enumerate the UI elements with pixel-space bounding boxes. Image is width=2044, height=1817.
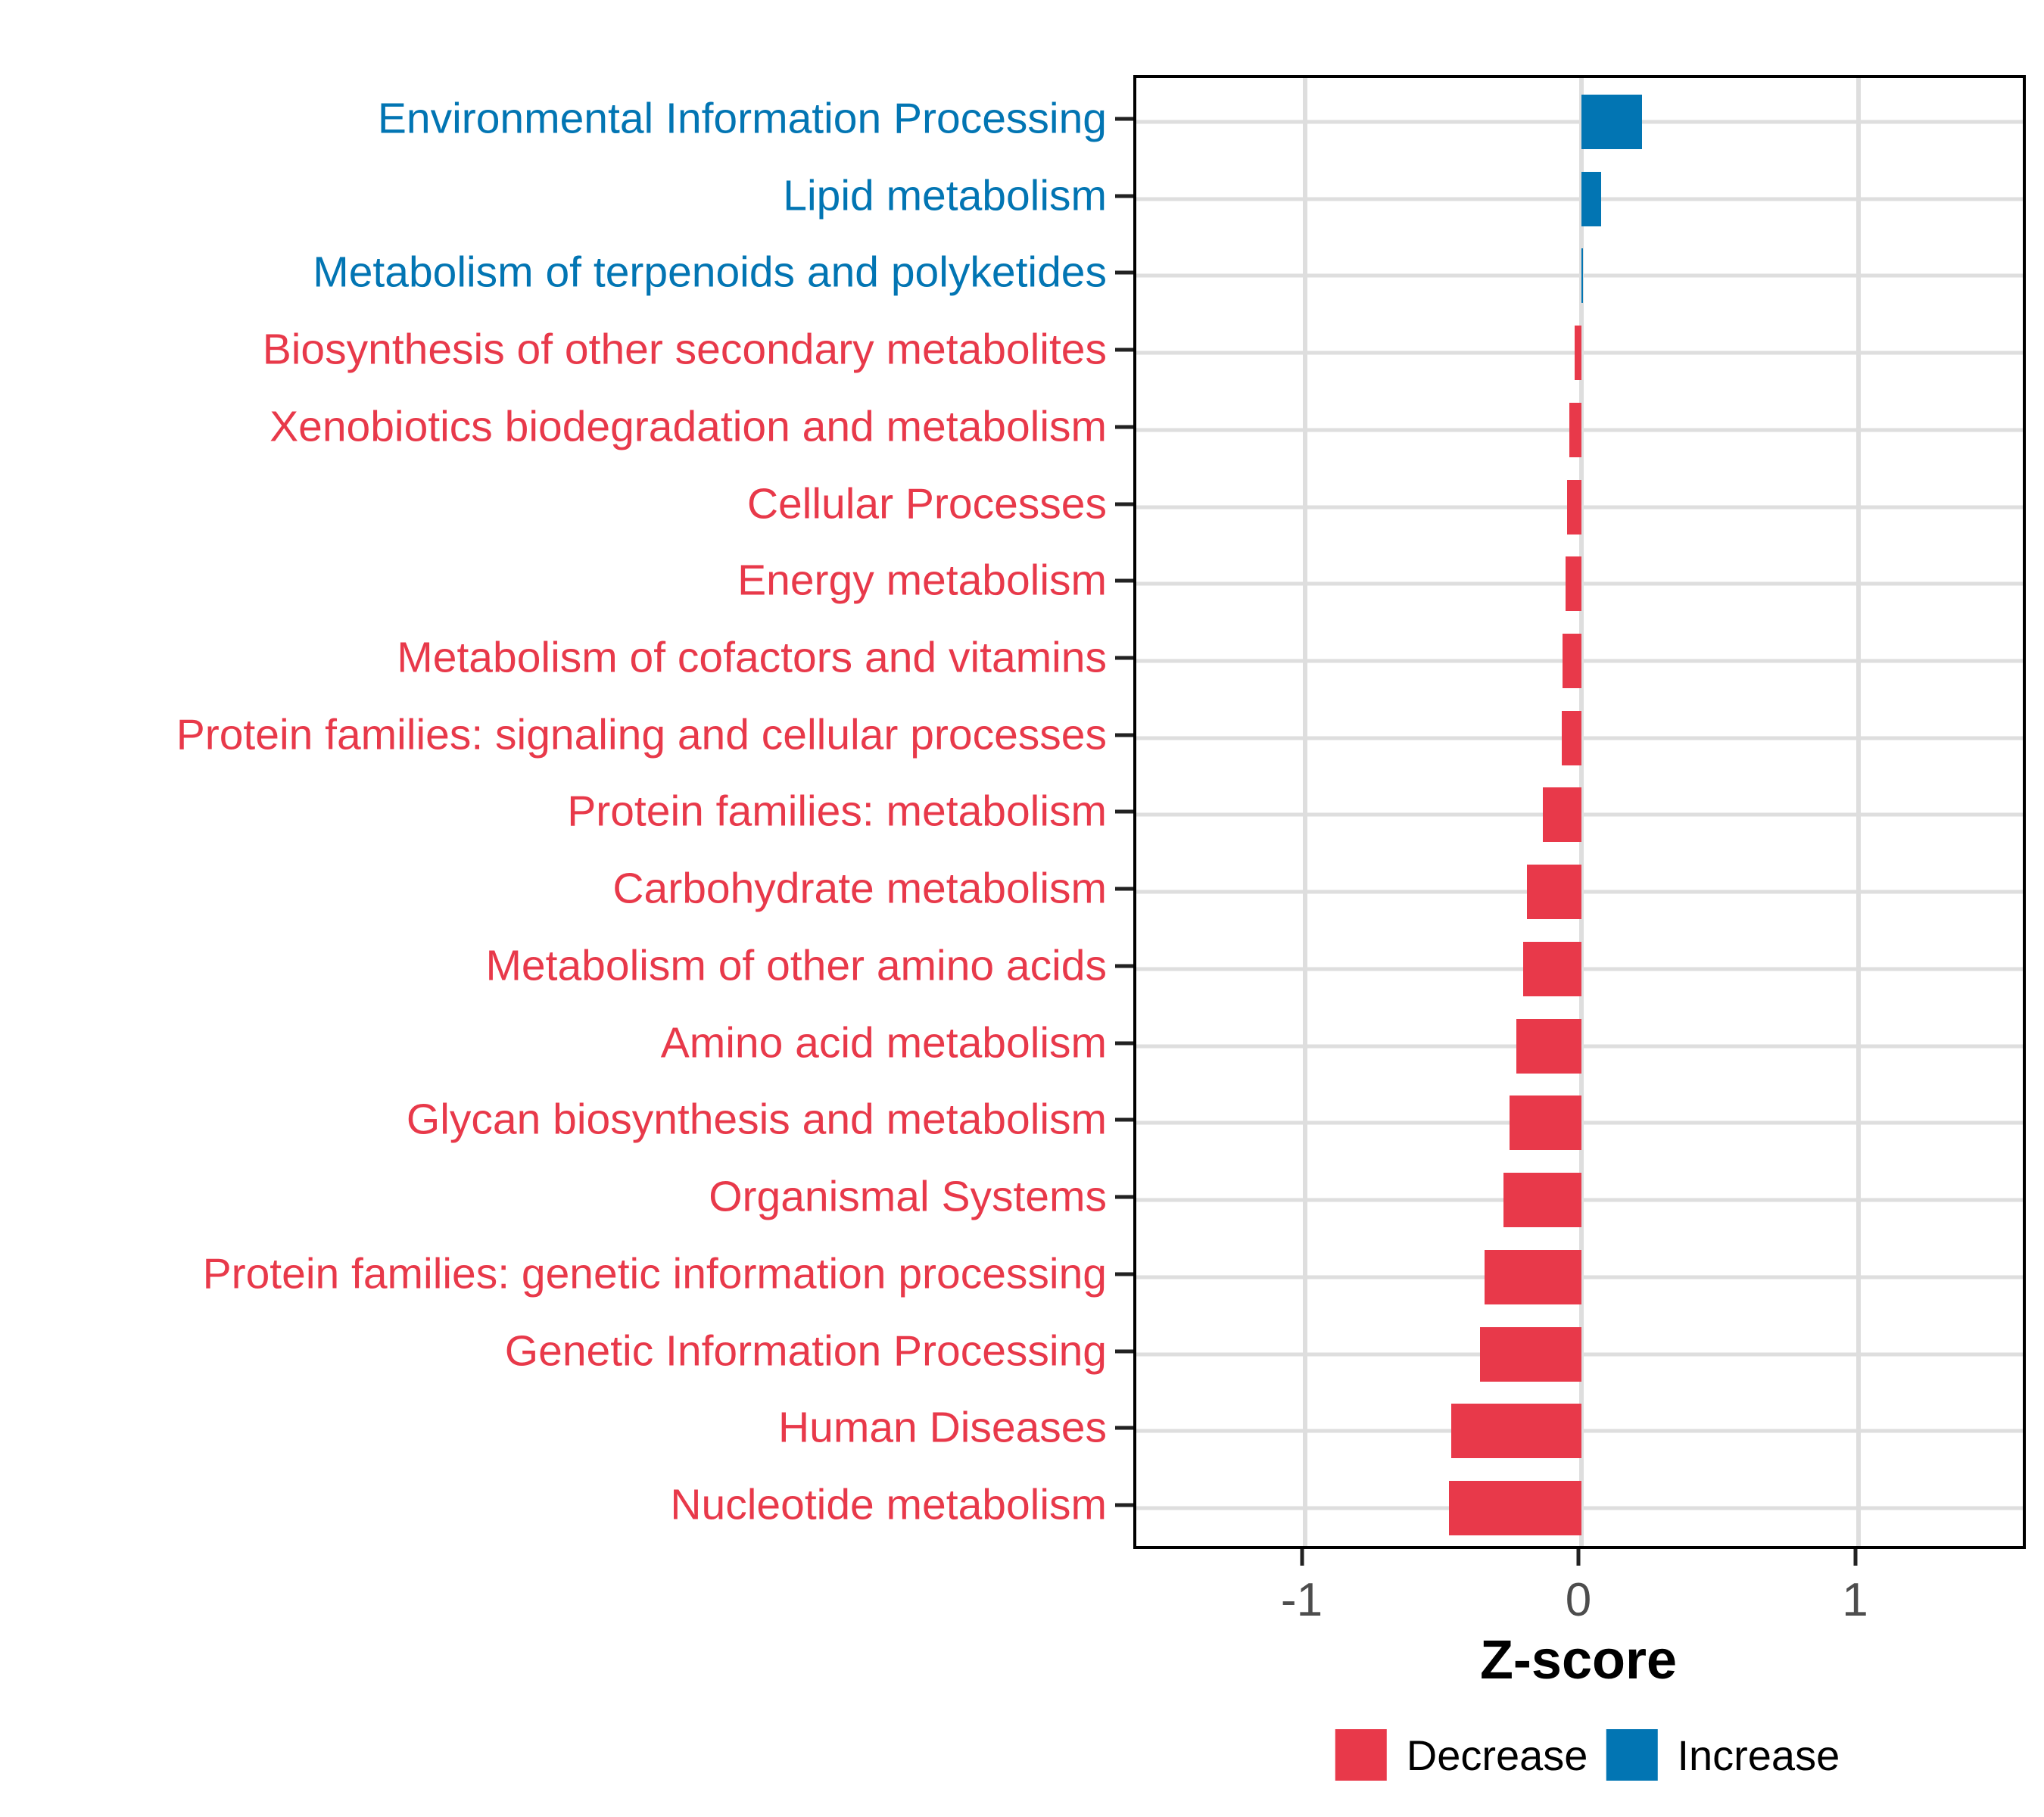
gridline-vertical xyxy=(1855,78,1861,1546)
y-axis-tick xyxy=(1115,1349,1133,1354)
legend-item-increase: Increase xyxy=(1606,1729,1840,1781)
bar-decrease xyxy=(1561,710,1581,765)
y-axis-label: Environmental Information Processing xyxy=(377,94,1107,143)
bar-increase xyxy=(1581,95,1643,149)
gridline-vertical xyxy=(1302,78,1307,1546)
x-axis-tick xyxy=(1300,1549,1304,1566)
y-axis-tick xyxy=(1115,1195,1133,1199)
y-axis-label: Cellular Processes xyxy=(746,479,1107,528)
legend-label: Decrease xyxy=(1406,1731,1588,1779)
x-axis-tick xyxy=(1853,1549,1857,1566)
y-axis-label: Biosynthesis of other secondary metaboli… xyxy=(262,325,1107,374)
bar-decrease xyxy=(1574,326,1581,381)
bar-decrease xyxy=(1480,1326,1581,1382)
y-axis-tick xyxy=(1115,656,1133,660)
y-axis-label: Lipid metabolism xyxy=(783,171,1107,220)
bar-decrease xyxy=(1569,402,1581,457)
y-axis-tick xyxy=(1115,733,1133,737)
legend: Decrease Increase xyxy=(1335,1729,1840,1781)
y-axis-label: Metabolism of cofactors and vitamins xyxy=(397,633,1107,682)
y-axis-tick xyxy=(1115,887,1133,891)
bar-decrease xyxy=(1451,1404,1581,1459)
y-axis-label: Energy metabolism xyxy=(737,556,1107,605)
bar-decrease xyxy=(1526,865,1581,920)
y-axis-tick xyxy=(1115,1272,1133,1276)
bar-decrease xyxy=(1484,1249,1581,1304)
y-axis-label: Human Diseases xyxy=(777,1403,1107,1452)
y-axis-tick xyxy=(1115,502,1133,506)
y-axis-label: Xenobiotics biodegradation and metabolis… xyxy=(270,402,1107,451)
plot-panel xyxy=(1133,75,2026,1549)
y-axis-tick xyxy=(1115,348,1133,352)
bar-increase xyxy=(1581,171,1601,226)
y-axis-tick xyxy=(1115,425,1133,429)
y-axis-tick xyxy=(1115,1503,1133,1507)
legend-item-decrease: Decrease xyxy=(1335,1729,1588,1781)
bar-decrease xyxy=(1523,941,1581,996)
bar-decrease xyxy=(1565,556,1581,612)
y-axis-label: Protein families: signaling and cellular… xyxy=(176,710,1107,759)
y-axis-label: Protein families: metabolism xyxy=(567,787,1107,836)
y-axis-tick xyxy=(1115,270,1133,275)
y-axis-label: Organismal Systems xyxy=(709,1172,1107,1221)
legend-label: Increase xyxy=(1677,1731,1840,1779)
y-axis-tick xyxy=(1115,578,1133,583)
y-axis-tick xyxy=(1115,964,1133,968)
y-axis-label: Glycan biosynthesis and metabolism xyxy=(406,1095,1107,1144)
bar-decrease xyxy=(1503,1173,1581,1228)
y-axis-label: Genetic Information Processing xyxy=(504,1326,1107,1376)
x-axis-tick-label: 1 xyxy=(1842,1574,1868,1626)
y-axis-tick xyxy=(1115,1426,1133,1430)
bar-decrease xyxy=(1562,634,1581,689)
y-axis-label: Amino acid metabolism xyxy=(660,1018,1107,1067)
x-axis-tick-label: 0 xyxy=(1565,1574,1592,1626)
x-axis-tick xyxy=(1576,1549,1581,1566)
bar-increase xyxy=(1581,248,1583,304)
y-axis-label: Carbohydrate metabolism xyxy=(612,864,1107,913)
y-axis-tick xyxy=(1115,1041,1133,1046)
bar-decrease xyxy=(1516,1018,1581,1074)
y-axis-label: Protein families: genetic information pr… xyxy=(202,1249,1107,1298)
bar-decrease xyxy=(1448,1480,1581,1535)
legend-key-swatch xyxy=(1335,1729,1387,1781)
x-axis-title: Z-score xyxy=(1479,1630,1678,1691)
x-axis-tick-label: -1 xyxy=(1280,1574,1323,1626)
bar-decrease xyxy=(1542,787,1581,843)
y-axis-tick xyxy=(1115,194,1133,198)
legend-key-swatch xyxy=(1606,1729,1658,1781)
y-axis-tick xyxy=(1115,1117,1133,1122)
y-axis-tick xyxy=(1115,809,1133,814)
bar-decrease xyxy=(1566,479,1581,535)
bar-decrease xyxy=(1510,1095,1581,1151)
gridline-vertical xyxy=(1579,78,1584,1546)
y-axis-label: Metabolism of terpenoids and polyketides xyxy=(313,248,1107,297)
y-axis-label: Metabolism of other amino acids xyxy=(485,941,1107,990)
y-axis-label: Nucleotide metabolism xyxy=(670,1480,1107,1529)
y-axis-tick xyxy=(1115,117,1133,121)
